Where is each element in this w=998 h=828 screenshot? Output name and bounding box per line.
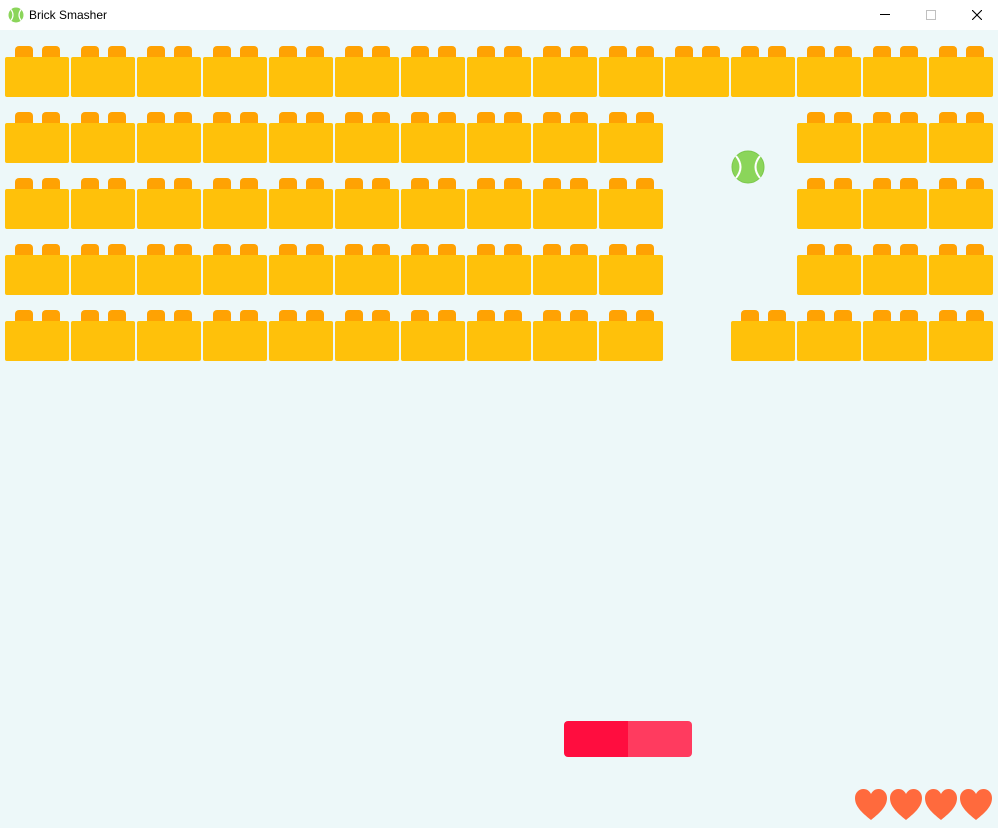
- brick: [269, 244, 333, 295]
- brick: [599, 112, 663, 163]
- brick: [929, 112, 993, 163]
- brick: [401, 178, 465, 229]
- brick: [533, 112, 597, 163]
- brick: [5, 310, 69, 361]
- minimize-icon: [880, 14, 890, 15]
- brick: [335, 178, 399, 229]
- brick: [335, 112, 399, 163]
- brick: [665, 46, 729, 97]
- game-playfield[interactable]: [0, 30, 998, 828]
- brick: [929, 244, 993, 295]
- brick: [137, 244, 201, 295]
- heart-icon: [855, 789, 887, 820]
- brick: [203, 46, 267, 97]
- brick: [797, 244, 861, 295]
- brick: [71, 46, 135, 97]
- brick: [335, 244, 399, 295]
- brick: [71, 112, 135, 163]
- brick: [533, 310, 597, 361]
- brick: [797, 46, 861, 97]
- brick: [5, 244, 69, 295]
- brick: [137, 112, 201, 163]
- brick: [467, 112, 531, 163]
- paddle-right-half: [628, 721, 692, 757]
- brick: [797, 112, 861, 163]
- tennis-ball-icon: [8, 7, 24, 23]
- maximize-icon: [926, 10, 936, 20]
- brick: [401, 112, 465, 163]
- heart-icon: [960, 789, 992, 820]
- brick: [599, 310, 663, 361]
- title-bar: Brick Smasher: [0, 0, 998, 30]
- brick: [731, 46, 795, 97]
- brick: [269, 112, 333, 163]
- brick: [467, 46, 531, 97]
- brick: [599, 46, 663, 97]
- brick: [71, 244, 135, 295]
- minimize-button[interactable]: [862, 0, 908, 30]
- brick: [599, 178, 663, 229]
- brick: [203, 112, 267, 163]
- brick: [335, 310, 399, 361]
- brick: [203, 244, 267, 295]
- brick: [863, 46, 927, 97]
- brick: [137, 46, 201, 97]
- paddle[interactable]: [564, 721, 692, 757]
- brick: [929, 46, 993, 97]
- brick: [5, 178, 69, 229]
- brick: [863, 178, 927, 229]
- brick: [71, 178, 135, 229]
- paddle-left-half: [564, 721, 628, 757]
- window-title: Brick Smasher: [29, 8, 108, 22]
- brick: [929, 310, 993, 361]
- brick: [269, 46, 333, 97]
- brick: [5, 46, 69, 97]
- brick: [533, 244, 597, 295]
- brick: [599, 244, 663, 295]
- brick: [401, 244, 465, 295]
- ball: [731, 150, 765, 184]
- brick: [533, 46, 597, 97]
- brick: [203, 310, 267, 361]
- brick: [797, 310, 861, 361]
- brick: [401, 310, 465, 361]
- brick: [467, 244, 531, 295]
- brick: [269, 178, 333, 229]
- brick: [137, 310, 201, 361]
- brick: [5, 112, 69, 163]
- close-icon: [972, 10, 982, 20]
- brick: [533, 178, 597, 229]
- brick: [863, 244, 927, 295]
- maximize-button[interactable]: [908, 0, 954, 30]
- brick: [929, 178, 993, 229]
- brick: [401, 46, 465, 97]
- heart-icon: [925, 789, 957, 820]
- brick: [71, 310, 135, 361]
- brick: [467, 178, 531, 229]
- brick: [269, 310, 333, 361]
- brick: [467, 310, 531, 361]
- brick: [863, 310, 927, 361]
- close-button[interactable]: [954, 0, 998, 30]
- brick: [335, 46, 399, 97]
- brick: [731, 310, 795, 361]
- brick: [797, 178, 861, 229]
- brick: [203, 178, 267, 229]
- heart-icon: [890, 789, 922, 820]
- brick: [137, 178, 201, 229]
- brick: [863, 112, 927, 163]
